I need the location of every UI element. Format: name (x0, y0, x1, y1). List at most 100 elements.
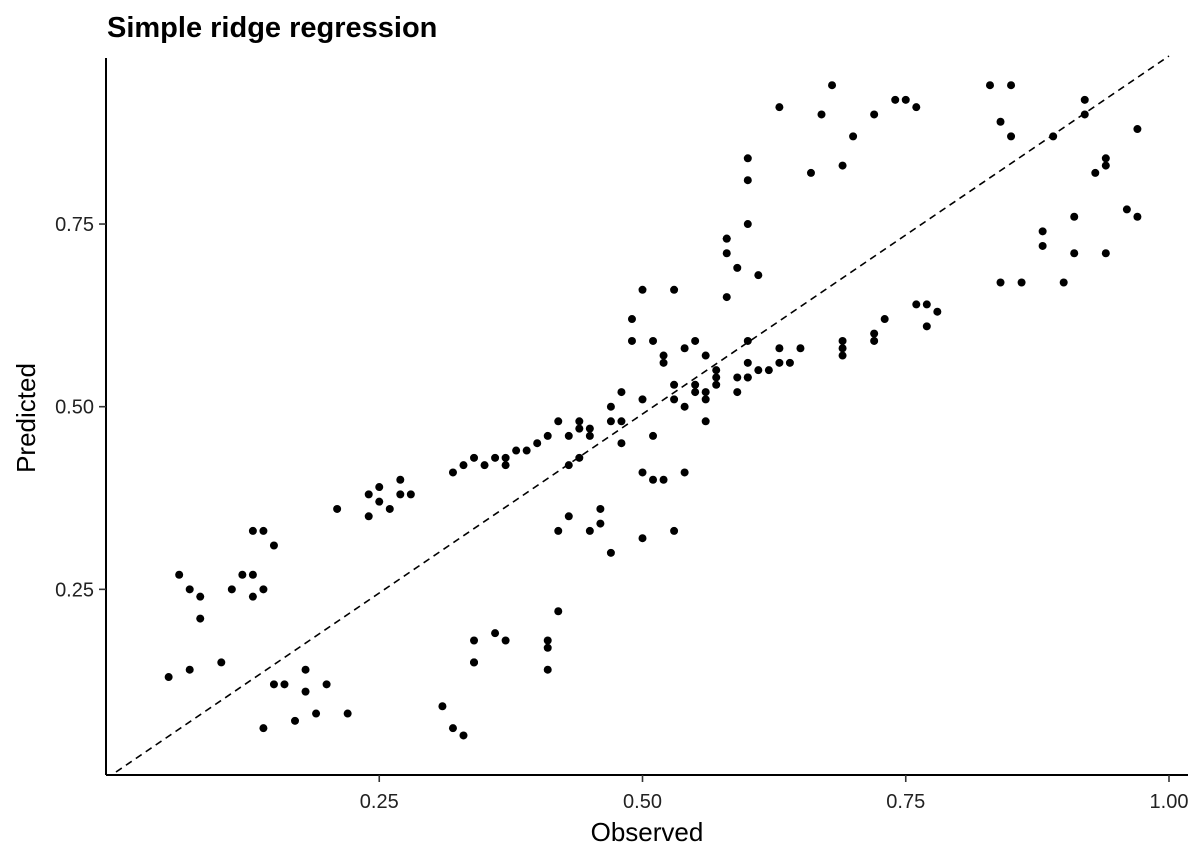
data-point (596, 519, 605, 528)
data-point (670, 526, 679, 535)
data-point (375, 483, 384, 492)
data-point (459, 731, 468, 740)
data-point (291, 716, 300, 725)
data-point (922, 300, 931, 309)
data-point (1038, 227, 1047, 236)
data-point (849, 132, 858, 141)
data-point (606, 417, 615, 426)
data-point (1080, 110, 1089, 119)
data-point (333, 504, 342, 513)
x-tick-label: 0.25 (360, 791, 399, 813)
data-point (227, 585, 236, 594)
data-point (627, 336, 636, 345)
data-point (164, 673, 173, 682)
data-point (1007, 132, 1016, 141)
y-tick-label: 0.25 (55, 579, 94, 601)
data-point (617, 439, 626, 448)
data-point (280, 680, 289, 689)
x-tick-label: 0.50 (623, 791, 662, 813)
data-point (680, 402, 689, 411)
data-point (838, 351, 847, 360)
data-point (712, 380, 721, 389)
data-point (480, 461, 489, 470)
data-point (596, 504, 605, 513)
data-point (828, 81, 837, 90)
data-point (564, 431, 573, 440)
data-point (743, 358, 752, 367)
y-tick-label: 0.50 (55, 397, 94, 419)
data-point (448, 724, 457, 733)
data-point (680, 468, 689, 477)
data-point (701, 388, 710, 397)
data-point (1017, 278, 1026, 287)
data-point (775, 358, 784, 367)
data-point (870, 336, 879, 345)
data-point (796, 344, 805, 353)
data-point (901, 95, 910, 104)
data-point (217, 658, 226, 667)
data-point (764, 366, 773, 375)
data-point (785, 358, 794, 367)
chart-title: Simple ridge regression (107, 12, 437, 44)
data-point (743, 336, 752, 345)
data-point (343, 709, 352, 718)
data-point (196, 614, 205, 623)
data-point (891, 95, 900, 104)
data-point (617, 417, 626, 426)
data-point (491, 629, 500, 638)
data-point (512, 446, 521, 455)
data-point (638, 468, 647, 477)
data-point (1133, 125, 1142, 134)
data-points (164, 81, 1142, 740)
data-point (733, 388, 742, 397)
data-point (459, 461, 468, 470)
data-point (670, 395, 679, 404)
data-point (880, 315, 889, 324)
data-point (585, 526, 594, 535)
data-point (554, 607, 563, 616)
data-point (438, 702, 447, 711)
data-point (522, 446, 531, 455)
data-point (996, 278, 1005, 287)
data-point (248, 526, 257, 535)
data-point (838, 336, 847, 345)
data-point (585, 424, 594, 433)
data-point (817, 110, 826, 119)
data-point (301, 687, 310, 696)
data-point (996, 117, 1005, 126)
data-point (838, 344, 847, 353)
data-point (501, 453, 510, 462)
data-point (691, 380, 700, 389)
data-point (575, 417, 584, 426)
data-point (775, 344, 784, 353)
data-point (743, 176, 752, 185)
data-point (670, 380, 679, 389)
data-point (1101, 249, 1110, 258)
y-axis-ticks: 0.25 0.50 0.75 (55, 214, 106, 601)
reference-line (115, 55, 1170, 773)
data-point (1101, 154, 1110, 163)
data-point (722, 293, 731, 302)
data-point (870, 110, 879, 119)
y-tick-label: 0.75 (55, 214, 94, 236)
data-point (585, 431, 594, 440)
data-point (701, 417, 710, 426)
data-point (533, 439, 542, 448)
data-point (806, 168, 815, 177)
data-point (269, 541, 278, 550)
data-point (1133, 212, 1142, 221)
data-point (606, 402, 615, 411)
data-point (575, 424, 584, 433)
data-point (564, 461, 573, 470)
data-point (649, 336, 658, 345)
data-point (364, 512, 373, 521)
data-point (259, 585, 268, 594)
x-tick-label: 1.00 (1150, 791, 1189, 813)
data-point (627, 315, 636, 324)
x-tick-label: 0.75 (886, 791, 925, 813)
data-point (364, 490, 373, 499)
data-point (649, 431, 658, 440)
data-point (743, 220, 752, 229)
data-point (933, 307, 942, 316)
